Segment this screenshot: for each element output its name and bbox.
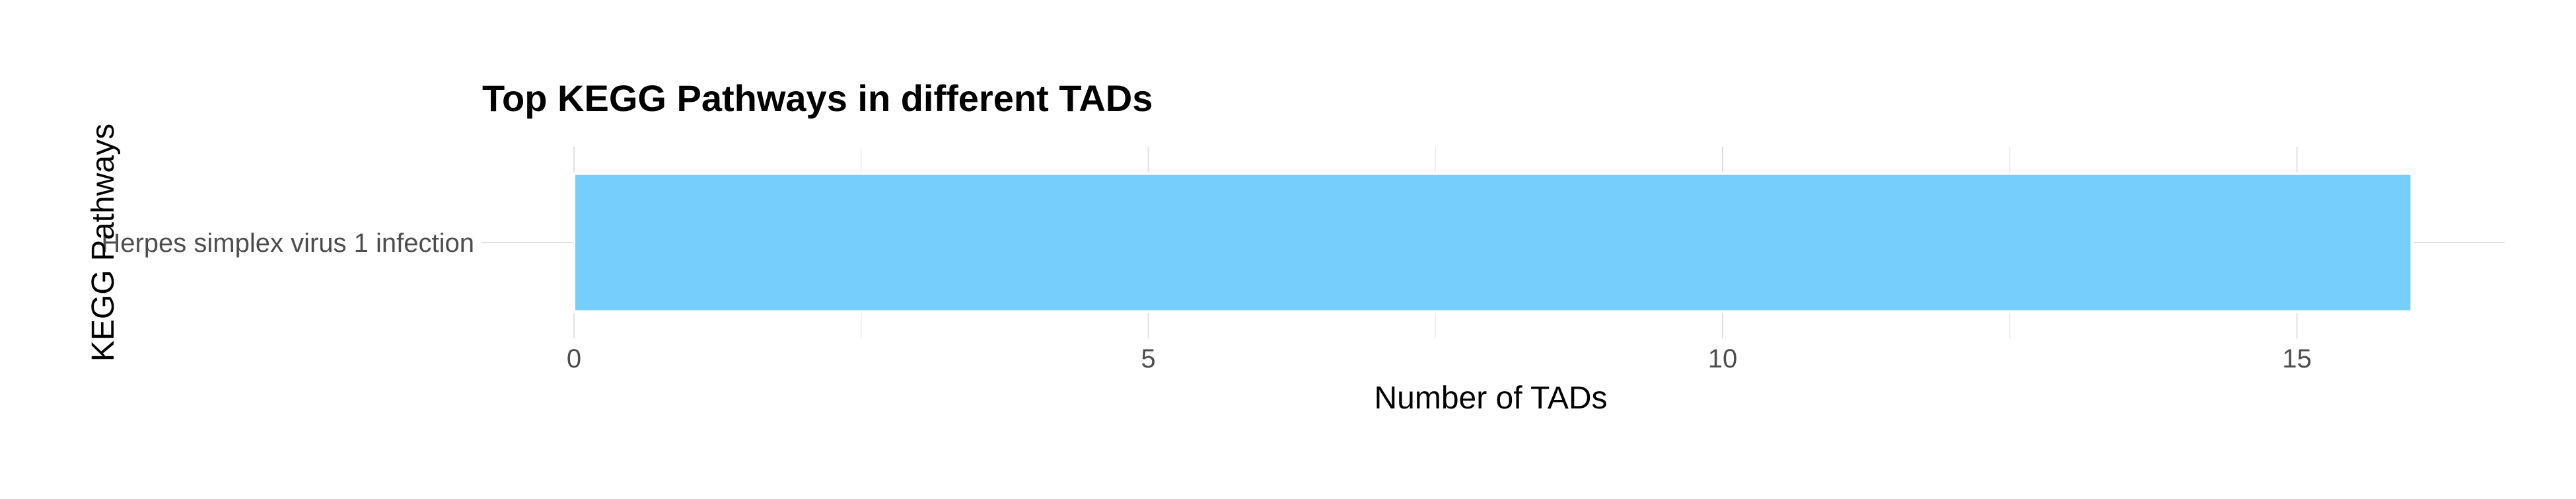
axis-ticks: Herpes simplex virus 1 infection 0 5 10 15 bbox=[101, 229, 2311, 373]
y-axis-title: KEGG Pathways bbox=[86, 124, 121, 362]
x-tick-label: 0 bbox=[567, 344, 581, 373]
x-axis-title: Number of TADs bbox=[1375, 381, 1608, 416]
x-tick-label: 5 bbox=[1141, 344, 1155, 373]
bar bbox=[573, 172, 2414, 313]
chart-title: Top KEGG Pathways in different TADs bbox=[482, 77, 1153, 119]
y-tick-label: Herpes simplex virus 1 infection bbox=[101, 229, 474, 258]
bars bbox=[573, 172, 2414, 313]
x-tick-label: 10 bbox=[1708, 344, 1738, 373]
x-tick-label: 15 bbox=[2282, 344, 2312, 373]
